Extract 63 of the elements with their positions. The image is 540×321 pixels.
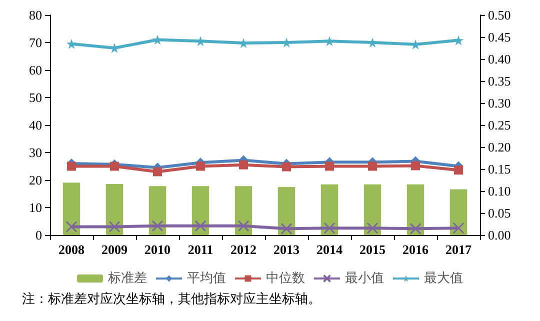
point — [324, 36, 334, 46]
point — [368, 162, 377, 171]
point — [411, 161, 420, 170]
y2-tick-label: 0.00 — [488, 228, 511, 242]
point — [324, 222, 336, 234]
x-tick-label: 2016 — [402, 242, 429, 257]
y-tick-label: 40 — [29, 118, 42, 132]
x-tick-label: 2017 — [446, 242, 472, 257]
y-tick-label: 50 — [29, 90, 42, 105]
x-tick-label: 2015 — [360, 242, 386, 257]
point — [366, 222, 378, 234]
legend-label: 平均值 — [187, 271, 226, 286]
y-tick-label: 30 — [29, 145, 42, 160]
legend-label: 最大值 — [424, 271, 463, 286]
legend-label: 中位数 — [266, 271, 305, 286]
y2-tick-label: 0.35 — [488, 74, 511, 88]
x-tick-label: 2011 — [188, 242, 214, 257]
y2-tick-label: 0.40 — [488, 52, 511, 66]
point — [454, 166, 463, 175]
point — [282, 162, 291, 172]
point — [239, 160, 248, 170]
point — [108, 221, 120, 232]
legend-label: 标准差 — [107, 271, 147, 286]
y-tick-label: 60 — [29, 62, 42, 78]
point — [66, 221, 78, 232]
y-tick-label: 20 — [29, 172, 42, 188]
point — [110, 162, 119, 171]
point — [410, 39, 420, 50]
y2-tick-label: 0.25 — [488, 118, 511, 132]
y-tick-label: 0 — [36, 228, 42, 242]
point — [452, 222, 464, 234]
point — [368, 38, 378, 48]
x-tick-label: 2009 — [102, 242, 128, 257]
point — [153, 167, 162, 176]
point — [66, 38, 76, 49]
x-tick-label: 2012 — [230, 242, 256, 257]
y2-tick-label: 0.50 — [488, 8, 511, 22]
y2-tick-label: 0.10 — [488, 184, 511, 198]
point — [196, 162, 205, 171]
point — [67, 162, 76, 171]
y-tick-label: 10 — [29, 200, 42, 215]
text: 注：标准差对应次坐标轴，其他指标对应主坐标轴。 — [21, 291, 322, 308]
x-tick-label: 2008 — [58, 242, 85, 257]
y-tick-label: 80 — [29, 8, 42, 22]
y2-tick-label: 0.20 — [488, 140, 511, 154]
y-tick-label: 70 — [29, 35, 42, 50]
point — [194, 220, 206, 232]
y2-tick-label: 0.45 — [488, 30, 511, 44]
point — [152, 220, 164, 232]
y2-tick-label: 0.30 — [488, 96, 511, 110]
point — [238, 220, 250, 232]
point — [152, 34, 162, 45]
point — [196, 36, 206, 46]
point — [280, 222, 292, 234]
legend-label: 最小值 — [345, 271, 384, 286]
point — [410, 222, 422, 234]
point — [325, 162, 334, 171]
point — [454, 35, 464, 46]
x-tick-label: 2010 — [144, 242, 170, 257]
x-tick-label: 2014 — [316, 242, 343, 257]
x-tick-label: 2013 — [274, 242, 300, 257]
y2-tick-label: 0.05 — [488, 206, 511, 220]
y2-tick-label: 0.15 — [488, 162, 511, 176]
